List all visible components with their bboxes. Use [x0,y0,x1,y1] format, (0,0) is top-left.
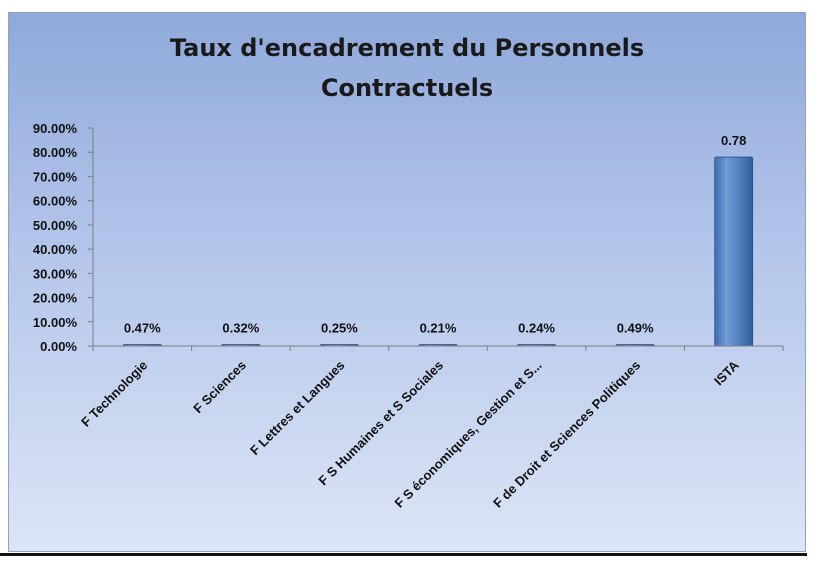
y-tick-label: 60.00% [33,194,78,209]
data-label: 0.25% [321,321,358,336]
data-label: 0.32% [222,321,259,336]
bar [714,156,754,347]
x-tick-label: F Lettres et Langues [247,358,348,459]
y-tick-label: 10.00% [33,315,78,330]
chart-title-line: Taux d'encadrement du Personnels [170,34,644,62]
y-tick-label: 90.00% [33,121,78,136]
y-tick-label: 70.00% [33,169,78,184]
x-tick-label: ISTA [711,357,742,388]
bars: 0.47% 0.32% 0.25% 0.21% 0.24% 0.49% 0.78 [122,133,754,347]
data-label: 0.49% [617,321,654,336]
data-label: 0.24% [518,321,555,336]
y-tick-label: 30.00% [33,266,78,281]
y-tick-label: 80.00% [33,145,78,160]
chart-title-line: Contractuels [321,74,493,102]
y-tick-label: 20.00% [33,291,78,306]
y-tick-label: 50.00% [33,218,78,233]
y-tick-label: 40.00% [33,242,78,257]
chart-area [8,12,806,552]
y-tick-label: 0.00% [40,339,77,354]
data-label: 0.47% [124,321,161,336]
y-axis: 0.00% 10.00% 20.00% 30.00% 40.00% 50.00% 60.00… [33,121,94,354]
chart-title: Taux d'encadrement du Personnels Contract… [170,34,644,102]
data-label: 0.78 [721,133,746,148]
x-tick-label: F Sciences [190,358,249,417]
data-label: 0.21% [420,321,457,336]
bottom-divider [0,553,807,556]
x-tick-label: F Technologie [78,358,150,430]
